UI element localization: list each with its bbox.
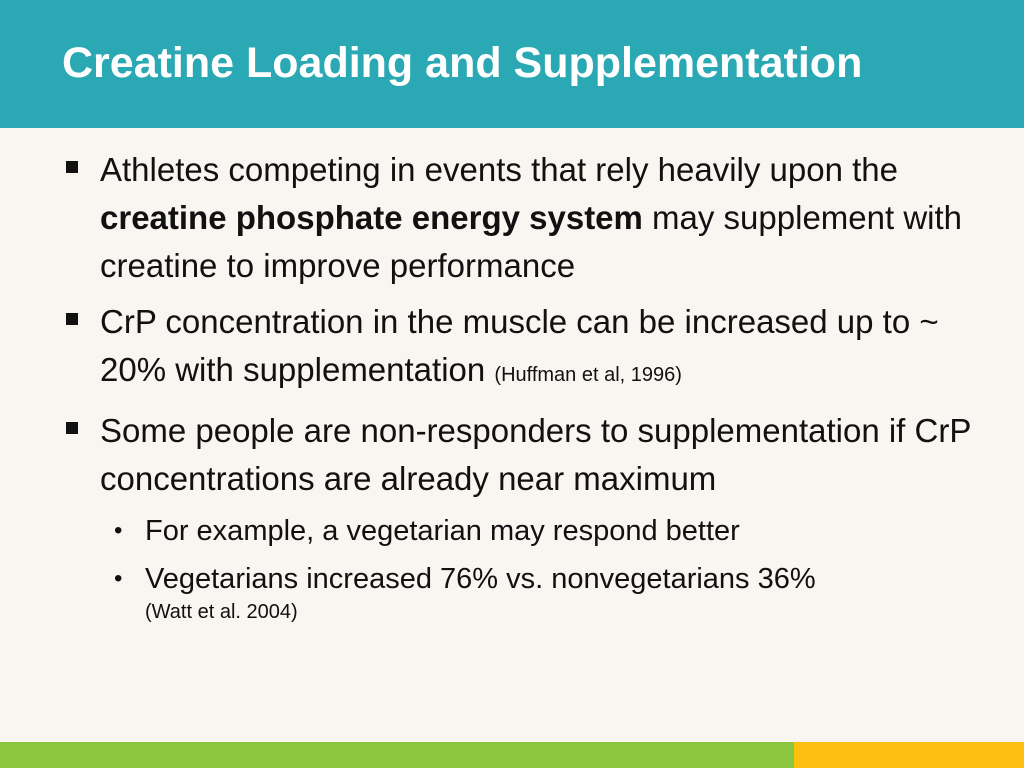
sub-bullet-text: For example, a vegetarian may respond be… [145,515,740,547]
footer-bar-green [0,742,794,768]
footer-bar-yellow [794,742,1024,768]
bullet-item: Some people are non-responders to supple… [62,407,997,503]
bullet-text: Athletes competing in events that rely h… [100,151,898,188]
dot-bullet-icon: • [114,565,123,592]
square-bullet-icon [66,161,78,173]
slide-content: Athletes competing in events that rely h… [62,146,997,633]
citation: (Huffman et al, 1996) [494,364,682,386]
bullet-item: CrP concentration in the muscle can be i… [62,298,997,399]
bullet-bold-text: creatine phosphate energy system [100,199,643,236]
sub-bullet-text: Vegetarians increased 76% vs. nonvegetar… [145,563,816,595]
dot-bullet-icon: • [114,517,123,544]
title-bar: Creatine Loading and Supplementation [0,0,1024,128]
slide-title: Creatine Loading and Supplementation [62,39,863,87]
bullet-text: may supplement with creatine to improve … [100,199,963,284]
bullet-text: CrP concentration in the muscle can be i… [100,303,939,388]
square-bullet-icon [66,313,78,325]
bullet-item: Athletes competing in events that rely h… [62,146,997,290]
square-bullet-icon [66,422,78,434]
citation: (Watt et al. 2004) [145,601,298,623]
sub-bullet-item: • Vegetarians increased 76% vs. nonveget… [62,559,997,625]
bullet-text: Some people are non-responders to supple… [100,412,971,497]
sub-bullet-item: • For example, a vegetarian may respond … [62,511,997,551]
